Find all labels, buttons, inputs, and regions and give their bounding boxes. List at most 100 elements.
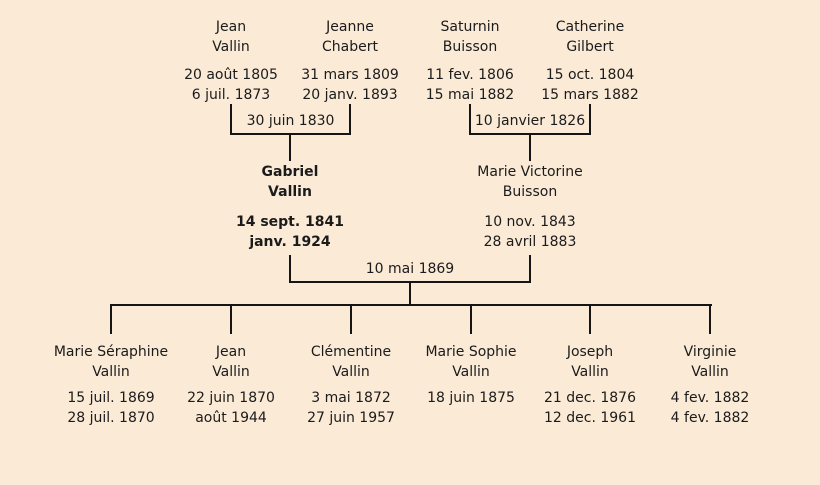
birth-date: 15 oct. 1804 <box>545 67 635 83</box>
person-name: Marie Victorine Buisson <box>440 162 620 202</box>
person-jeanne-chabert: Jeanne Chabert 31 mars 1809 20 janv. 189… <box>270 17 430 105</box>
birth-date: 18 juin 1875 <box>427 390 515 406</box>
last-name: Vallin <box>268 184 312 200</box>
first-name: Jean <box>215 344 247 360</box>
person-gabriel-vallin: Gabriel Vallin 14 sept. 1841 janv. 1924 <box>200 162 380 252</box>
birth-date: 4 fev. 1882 <box>670 390 750 406</box>
person-dates: 31 mars 1809 20 janv. 1893 <box>270 65 430 105</box>
first-name: Gabriel <box>261 164 319 180</box>
person-dates: 21 dec. 1876 12 dec. 1961 <box>515 388 665 428</box>
connector-child3-drop <box>350 304 352 334</box>
person-name: Joseph Vallin <box>515 342 665 382</box>
person-dates: 4 fev. 1882 4 fev. 1882 <box>635 388 785 428</box>
person-name: Jean Vallin <box>151 17 311 57</box>
last-name: Vallin <box>92 364 130 380</box>
last-name: Chabert <box>322 39 378 55</box>
connector-gabriel-drop <box>289 255 291 283</box>
birth-date: 20 août 1805 <box>184 67 278 83</box>
connector-saturnin-drop <box>469 104 471 134</box>
person-name: Clémentine Vallin <box>276 342 426 382</box>
birth-date: 21 dec. 1876 <box>544 390 636 406</box>
first-name: Clémentine <box>310 344 392 360</box>
person-name: Jean Vallin <box>156 342 306 382</box>
first-name: Catherine <box>555 19 625 35</box>
person-dates: 15 juil. 1869 28 juil. 1870 <box>36 388 186 428</box>
person-dates: 18 juin 1875 <box>396 388 546 408</box>
person-jean-vallin-sr: Jean Vallin 20 août 1805 6 juil. 1873 <box>151 17 311 105</box>
last-name: Gilbert <box>566 39 614 55</box>
death-date: 6 juil. 1873 <box>191 87 271 103</box>
marriage1-date-label: 30 juin 1830 <box>246 113 335 129</box>
connector-jean-drop <box>230 104 232 134</box>
birth-date: 14 sept. 1841 <box>235 214 345 230</box>
death-date: 4 fev. 1882 <box>670 410 750 426</box>
connector-marriage1-child-drop <box>289 133 291 161</box>
connector-child4-drop <box>470 304 472 334</box>
last-name: Vallin <box>571 364 609 380</box>
birth-date: 22 juin 1870 <box>187 390 275 406</box>
death-date: 28 juil. 1870 <box>67 410 155 426</box>
connector-child6-drop <box>709 304 711 334</box>
last-name: Vallin <box>452 364 490 380</box>
last-name: Vallin <box>332 364 370 380</box>
birth-date: 11 fev. 1806 <box>426 67 514 83</box>
person-joseph-vallin: Joseph Vallin 21 dec. 1876 12 dec. 1961 <box>515 342 665 428</box>
connector-child5-drop <box>589 304 591 334</box>
person-catherine-gilbert: Catherine Gilbert 15 oct. 1804 15 mars 1… <box>510 17 670 105</box>
connector-jeanne-drop <box>349 104 351 134</box>
last-name: Vallin <box>212 39 250 55</box>
person-dates: 20 août 1805 6 juil. 1873 <box>151 65 311 105</box>
person-marie-victorine-buisson: Marie Victorine Buisson 10 nov. 1843 28 … <box>440 162 620 252</box>
first-name: Marie Victorine <box>477 164 583 180</box>
death-date: 28 avril 1883 <box>483 234 577 250</box>
person-name: Marie Sophie Vallin <box>396 342 546 382</box>
first-name: Virginie <box>683 344 737 360</box>
person-name: Jeanne Chabert <box>270 17 430 57</box>
death-date: 27 juin 1957 <box>307 410 395 426</box>
connector-catherine-drop <box>589 104 591 134</box>
person-marie-sophie-vallin: Marie Sophie Vallin 18 juin 1875 <box>396 342 546 408</box>
first-name: Marie Séraphine <box>53 344 169 360</box>
last-name: Buisson <box>442 39 498 55</box>
person-name: Virginie Vallin <box>635 342 785 382</box>
birth-date: 31 mars 1809 <box>301 67 399 83</box>
person-saturnin-buisson: Saturnin Buisson 11 fev. 1806 15 mai 188… <box>390 17 550 105</box>
first-name: Marie Sophie <box>425 344 517 360</box>
person-name: Gabriel Vallin <box>200 162 380 202</box>
person-name: Marie Séraphine Vallin <box>36 342 186 382</box>
person-name: Saturnin Buisson <box>390 17 550 57</box>
person-marie-seraphine-vallin: Marie Séraphine Vallin 15 juil. 1869 28 … <box>36 342 186 428</box>
first-name: Jean <box>215 19 247 35</box>
person-dates: 10 nov. 1843 28 avril 1883 <box>440 212 620 252</box>
person-dates: 14 sept. 1841 janv. 1924 <box>200 212 380 252</box>
person-name: Catherine Gilbert <box>510 17 670 57</box>
death-date: janv. 1924 <box>249 234 331 250</box>
person-dates: 11 fev. 1806 15 mai 1882 <box>390 65 550 105</box>
connector-marie-victorine-drop <box>529 255 531 283</box>
death-date: août 1944 <box>195 410 267 426</box>
last-name: Vallin <box>212 364 250 380</box>
first-name: Saturnin <box>440 19 500 35</box>
birth-date: 10 nov. 1843 <box>484 214 576 230</box>
first-name: Jeanne <box>326 19 374 35</box>
connector-child2-drop <box>230 304 232 334</box>
connector-marriage2-child-drop <box>529 133 531 161</box>
person-virginie-vallin: Virginie Vallin 4 fev. 1882 4 fev. 1882 <box>635 342 785 428</box>
last-name: Buisson <box>502 184 558 200</box>
last-name: Vallin <box>691 364 729 380</box>
person-jean-vallin-jr: Jean Vallin 22 juin 1870 août 1944 <box>156 342 306 428</box>
death-date: 15 mai 1882 <box>425 87 515 103</box>
connector-siblings-rail <box>110 304 712 306</box>
first-name: Joseph <box>566 344 614 360</box>
person-clementine-vallin: Clémentine Vallin 3 mai 1872 27 juin 195… <box>276 342 426 428</box>
birth-date: 3 mai 1872 <box>311 390 391 406</box>
death-date: 12 dec. 1961 <box>544 410 636 426</box>
person-dates: 22 juin 1870 août 1944 <box>156 388 306 428</box>
person-dates: 15 oct. 1804 15 mars 1882 <box>510 65 670 105</box>
connector-marriage3-child-drop <box>409 281 411 306</box>
death-date: 15 mars 1882 <box>541 87 639 103</box>
death-date: 20 janv. 1893 <box>302 87 398 103</box>
connector-child1-drop <box>110 304 112 334</box>
marriage3-date-label: 10 mai 1869 <box>365 261 455 277</box>
